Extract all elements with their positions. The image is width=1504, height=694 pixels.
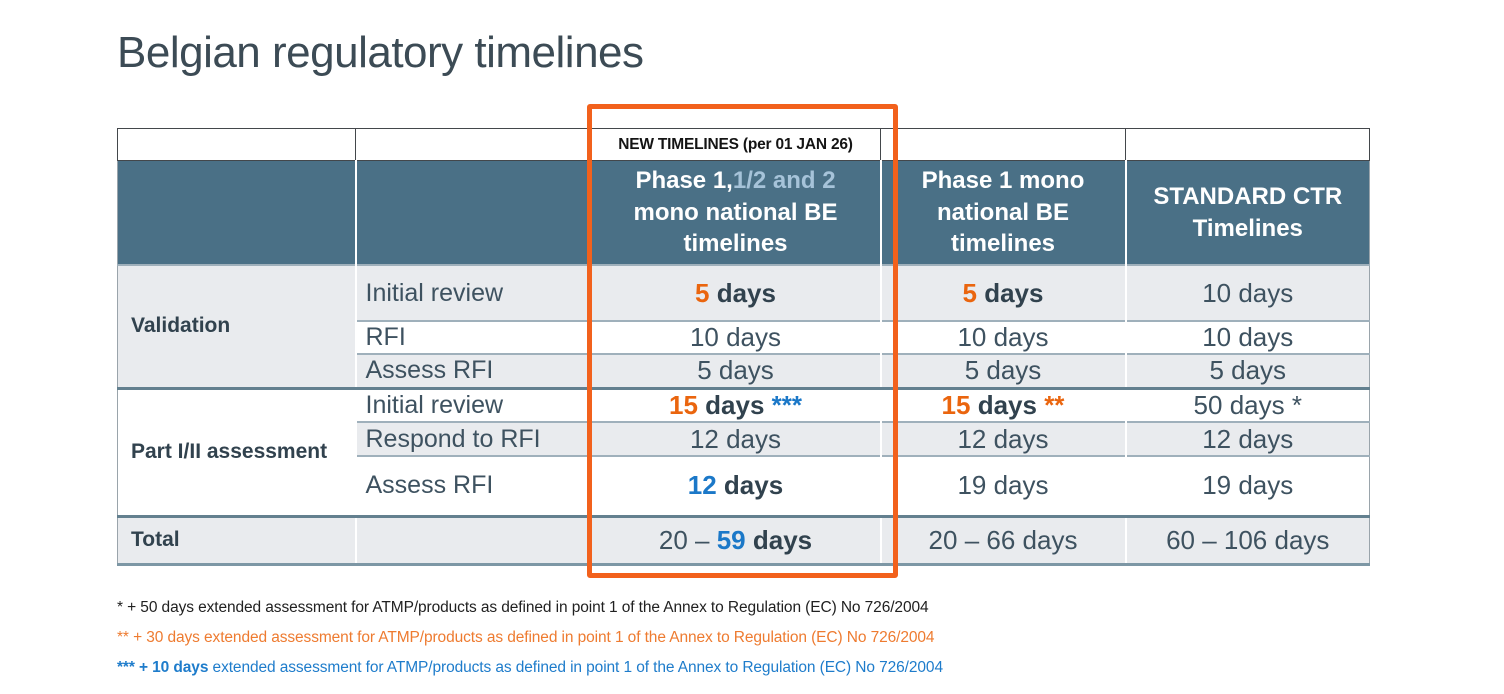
cell-total-mono: 20 – 66 days [879, 514, 1126, 565]
header-row: Phase 1,1/2 and 2 mono national BE timel… [117, 160, 1370, 266]
row-part-assess-rfi: Assess RFI 12 days 19 days 19 days [118, 455, 1370, 517]
row-total: Total 20 – 59 days 20 – 66 days 60 – 106… [117, 514, 1370, 565]
section-label-validation: Validation [117, 264, 357, 389]
banner-cell-empty-3 [880, 128, 1126, 161]
header-text-part3: mono national BE timelines [633, 198, 838, 258]
cell-part-initial-ctr: 50 days * [1124, 386, 1370, 423]
cell-val-initial-mono: 5 days [879, 264, 1126, 322]
header-empty-sublabel [354, 160, 591, 266]
footnote-new-timelines: *** + 10 days extended assessment for AT… [117, 659, 943, 677]
cell-total-ctr: 60 – 106 days [1124, 514, 1370, 565]
footnote-rest-part: extended assessment for ATMP/products as… [208, 659, 944, 676]
footnote-marker-blue: *** [771, 389, 802, 420]
cell-total-new: 20 – 59 days [589, 514, 881, 565]
row-part-respond-rfi: Respond to RFI 12 days 12 days 12 days [118, 421, 1370, 457]
row-label-assess-rfi: Assess RFI [355, 353, 591, 389]
header-text-part1: Phase 1, [635, 167, 733, 194]
cell-part-respond-mono: 12 days [879, 421, 1126, 457]
banner-cell-empty-4 [1125, 128, 1370, 161]
cell-val-assess-new: 5 days [589, 353, 881, 389]
cell-part-assess-new: 12 days [589, 455, 881, 517]
header-new-phase112: Phase 1,1/2 and 2 mono national BE timel… [589, 160, 881, 266]
section-label-total: Total [117, 514, 356, 565]
cell-val-initial-ctr: 10 days [1124, 264, 1370, 322]
cell-part-respond-new: 12 days [589, 421, 881, 457]
value-number: 15 [941, 389, 971, 420]
header-phase1-mono: Phase 1 mono national BE timelines [879, 160, 1126, 266]
cell-val-assess-ctr: 5 days [1124, 353, 1370, 389]
row-label-initial-review: Initial review [355, 264, 591, 322]
banner-row: NEW TIMELINES (per 01 JAN 26) [117, 128, 1370, 161]
cell-val-rfi-new: 10 days [589, 320, 881, 355]
row-validation-assess-rfi: Assess RFI 5 days 5 days 5 days [118, 353, 1370, 389]
new-timelines-banner: NEW TIMELINES (per 01 JAN 26) [590, 128, 881, 161]
footnote-bold-part: *** + 10 days [117, 659, 209, 676]
section-label-part-i-ii: Part I/II assessment [117, 386, 357, 517]
footnote-phase1-mono: ** + 30 days extended assessment for ATM… [117, 629, 935, 646]
row-validation-rfi: RFI 10 days 10 days 10 days [118, 320, 1370, 355]
row-validation-initial-review: Validation Initial review 5 days 5 days … [117, 264, 1370, 389]
value-range-prefix: 20 – [658, 524, 717, 555]
banner-cell-empty-2 [355, 128, 591, 161]
cell-val-assess-mono: 5 days [879, 353, 1126, 389]
value-number: 59 [716, 524, 746, 555]
header-standard-ctr: STANDARD CTR Timelines [1124, 160, 1370, 266]
value-number: 15 [669, 389, 698, 420]
value-unit: days [970, 389, 1045, 420]
row-label-initial-review: Initial review [355, 386, 591, 423]
cell-val-rfi-mono: 10 days [879, 320, 1126, 355]
value-unit: days [745, 524, 813, 555]
footnotes: * + 50 days extended assessment for ATMP… [117, 599, 943, 689]
header-text-part2-lightblue: 1/2 and 2 [732, 167, 836, 194]
footnote-marker-orange: ** [1044, 389, 1065, 420]
cell-part-assess-mono: 19 days [879, 455, 1126, 517]
cell-part-initial-new: 15 days *** [589, 386, 881, 423]
value-number: 12 [687, 470, 717, 501]
row-label-respond-to-rfi: Respond to RFI [355, 421, 591, 457]
row-label-assess-rfi: Assess RFI [355, 455, 591, 517]
banner-cell-empty-1 [117, 128, 356, 161]
value-unit: days [716, 470, 784, 501]
row-label-rfi: RFI [355, 320, 591, 355]
value-unit: days [709, 277, 776, 308]
header-empty-section [117, 160, 356, 266]
timelines-table: NEW TIMELINES (per 01 JAN 26) Phase 1,1/… [117, 128, 1370, 566]
value-number: 5 [695, 277, 710, 308]
page-title: Belgian regulatory timelines [117, 28, 644, 77]
value-unit: days [697, 389, 772, 420]
total-empty-cell [354, 514, 591, 565]
cell-val-rfi-ctr: 10 days [1124, 320, 1370, 355]
cell-val-initial-new: 5 days [589, 264, 881, 322]
value-number: 5 [962, 277, 977, 308]
cell-part-respond-ctr: 12 days [1124, 421, 1370, 457]
cell-part-initial-mono: 15 days ** [879, 386, 1126, 423]
value-unit: days [976, 277, 1044, 308]
cell-part-assess-ctr: 19 days [1124, 455, 1370, 517]
row-part-initial-review: Part I/II assessment Initial review 15 d… [117, 386, 1370, 517]
footnote-standard-ctr: * + 50 days extended assessment for ATMP… [117, 599, 929, 616]
